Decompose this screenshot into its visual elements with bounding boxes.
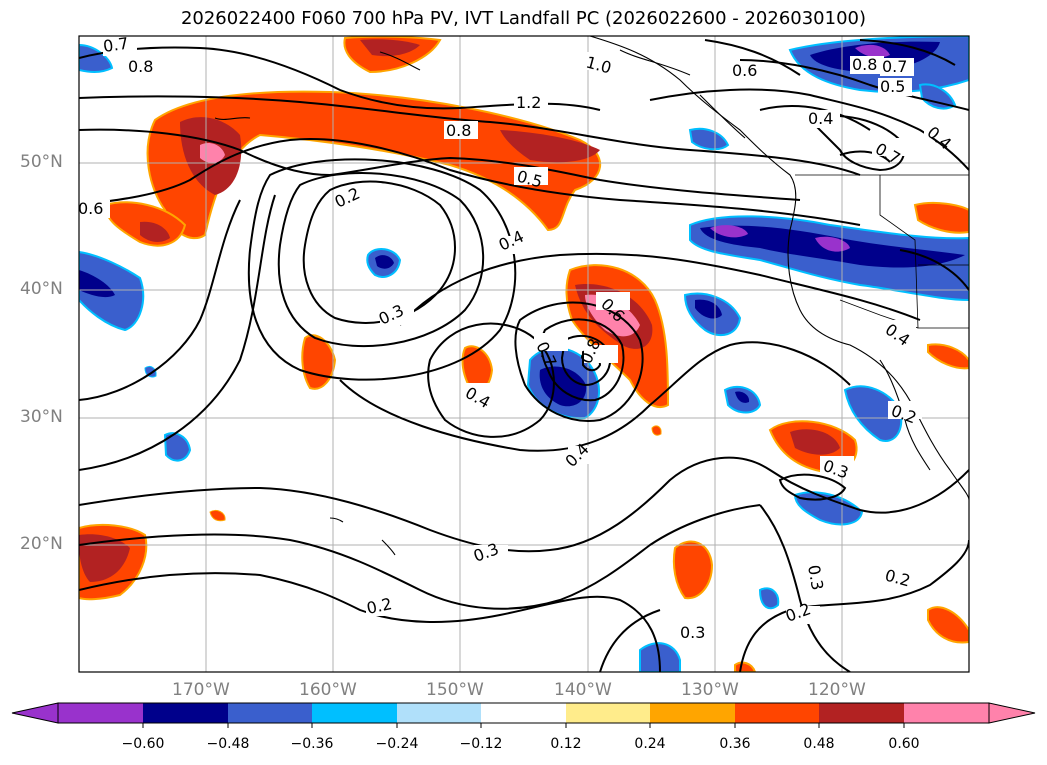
colorbar-tick-label: 0.36 <box>719 736 751 752</box>
map-frame <box>78 35 970 673</box>
contour-label: 0.4 <box>808 109 833 128</box>
colorbar-segment <box>143 703 228 723</box>
colorbar-tick-label: −0.24 <box>375 736 419 752</box>
colorbar-segment <box>819 703 904 723</box>
colorbar-segment <box>735 703 819 723</box>
positive-anomaly-band-north <box>146 90 601 240</box>
colorbar-tick-label: 0.48 <box>803 736 835 752</box>
lon-label-120w: 120°W <box>808 680 866 700</box>
colorbar-segment <box>904 703 989 723</box>
colorbar-tick-label: 0.24 <box>634 736 666 752</box>
colorbar-tick-label: 0.60 <box>888 736 920 752</box>
contour-label: 1.2 <box>516 93 541 112</box>
lat-label-30n: 30°N <box>20 407 63 427</box>
colorbar-tick-label: 0.12 <box>550 736 582 752</box>
colorbar <box>11 702 1036 728</box>
lon-label-130w: 130°W <box>681 680 739 700</box>
contour-label: 0.6 <box>732 61 757 80</box>
colorbar-segment <box>228 703 312 723</box>
contour-label: 0.8 <box>446 121 471 140</box>
colorbar-segment <box>566 703 650 723</box>
contour-label: 0.7 <box>882 57 907 76</box>
contour-label: 0.8 <box>128 57 153 76</box>
lat-label-50n: 50°N <box>20 152 63 172</box>
colorbar-tick-label: −0.36 <box>290 736 334 752</box>
lat-label-20n: 20°N <box>20 534 63 554</box>
colorbar-segment <box>481 703 566 723</box>
colorbar-tick-label: −0.48 <box>206 736 250 752</box>
map-plot-area: 0.7 0.8 1.0 0.6 0.8 0.7 0.5 1.2 0.8 0.5 … <box>78 34 969 672</box>
coastlines <box>214 36 969 556</box>
lon-label-140w: 140°W <box>554 680 612 700</box>
lat-label-40n: 40°N <box>20 279 63 299</box>
colorbar-tick-label: −0.60 <box>121 736 165 752</box>
colorbar-segment <box>312 703 397 723</box>
colorbar-tick-label: −0.12 <box>459 736 503 752</box>
contour-label: 0.3 <box>804 563 827 591</box>
colorbar-extend-above <box>988 702 1036 724</box>
contour-label: 0.6 <box>78 199 103 218</box>
figure-title: 2026022400 F060 700 hPa PV, IVT Landfall… <box>180 8 867 29</box>
colorbar-segment <box>650 703 735 723</box>
contour-label: 0.3 <box>680 623 705 642</box>
colorbar-extend-below <box>11 702 59 724</box>
colorbar-segment <box>397 703 481 723</box>
contour-label: 0.5 <box>880 77 905 96</box>
contour-label: 0.7 <box>102 34 130 56</box>
lon-label-160w: 160°W <box>299 680 357 700</box>
lon-label-150w: 150°W <box>426 680 484 700</box>
contour-label: 0.2 <box>365 594 394 618</box>
colorbar-segment <box>58 703 143 723</box>
contour-lines <box>79 39 969 672</box>
contour-label: 0.8 <box>852 55 877 74</box>
lon-label-170w: 170°W <box>172 680 230 700</box>
